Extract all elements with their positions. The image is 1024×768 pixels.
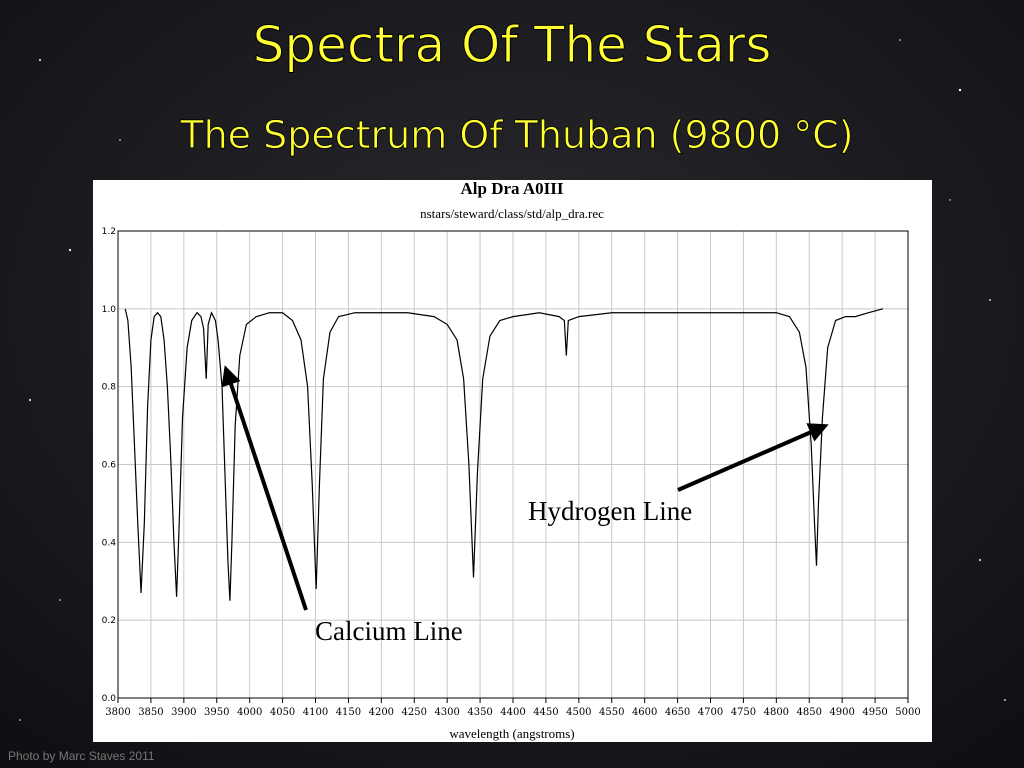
x-tick-label: 4350 (467, 707, 492, 718)
credit: Photo by Marc Staves 2011 (8, 749, 155, 763)
x-tick-label: 4550 (599, 707, 624, 718)
x-tick-label: 5000 (895, 707, 920, 718)
y-tick-label: 0.8 (102, 383, 117, 393)
x-tick-label: 4700 (698, 707, 723, 718)
slide-subtitle: The Spectrum Of Thuban (9800 °C) (179, 113, 853, 157)
chart-subtitle: nstars/steward/class/std/alp_dra.rec (420, 206, 604, 221)
x-tick-label: 4100 (303, 707, 328, 718)
x-tick-label: 4850 (797, 707, 822, 718)
x-tick-label: 4600 (632, 707, 657, 718)
y-tick-label: 1.0 (102, 305, 117, 315)
x-tick-label: 4950 (862, 707, 887, 718)
x-tick-label: 4150 (336, 707, 361, 718)
x-tick-label: 3900 (171, 707, 196, 718)
y-tick-label: 1.2 (102, 227, 116, 237)
x-tick-label: 4050 (270, 707, 295, 718)
x-tick-label: 4750 (731, 707, 756, 718)
y-tick-label: 0.0 (102, 694, 117, 704)
x-tick-label: 4650 (665, 707, 690, 718)
annotation: Calcium Line (315, 616, 463, 646)
x-axis-label: wavelength (angstroms) (449, 726, 574, 741)
x-tick-label: 4400 (500, 707, 525, 718)
x-tick-label: 3850 (138, 707, 163, 718)
y-tick-label: 0.2 (102, 616, 116, 626)
chart-title: Alp Dra A0III (461, 179, 564, 198)
plot-frame (117, 230, 909, 699)
spectrum-line (124, 308, 884, 601)
arrow (677, 423, 829, 492)
x-tick-label: 4000 (237, 707, 262, 718)
x-tick-label: 4450 (533, 707, 558, 718)
y-tick-label: 0.6 (102, 461, 117, 471)
annotation: Hydrogen Line (528, 496, 692, 526)
x-tick-label: 4200 (369, 707, 394, 718)
x-tick-label: 4500 (566, 707, 591, 718)
y-tick-label: 0.4 (102, 538, 117, 548)
slide-title: Spectra Of The Stars (253, 16, 772, 74)
plot: 0.0 0.2 0.4 0.6 0.8 1.0 1.2 3800 3850 3900 3950 400… (102, 227, 921, 718)
arrow (221, 365, 308, 611)
x-tick-label: 3800 (105, 707, 130, 718)
x-tick-label: 4250 (402, 707, 427, 718)
x-tick-label: 4900 (829, 707, 854, 718)
x-tick-label: 4300 (434, 707, 459, 718)
x-tick-label: 4800 (764, 707, 789, 718)
stars (19, 39, 1006, 721)
x-tick-label: 3950 (204, 707, 229, 718)
